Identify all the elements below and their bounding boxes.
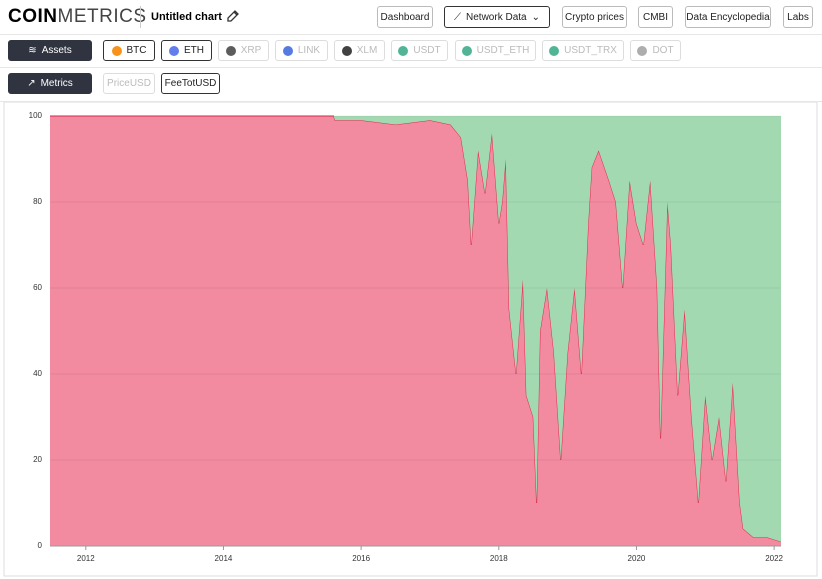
logo-bold: COIN xyxy=(8,6,58,27)
nav-button[interactable]: CMBI xyxy=(638,6,673,28)
asset-chip-label: BTC xyxy=(126,45,147,56)
asset-icon xyxy=(341,45,352,56)
nav-button[interactable]: ⟋ Network Data ⌄ xyxy=(444,6,550,28)
metric-chip-label: FeeTotUSD xyxy=(164,78,217,89)
asset-chip[interactable]: LINK xyxy=(275,40,328,61)
nav-button[interactable]: Labs xyxy=(783,6,813,28)
asset-chip-label: LINK xyxy=(297,45,321,56)
metric-chip-label: PriceUSD xyxy=(107,78,151,89)
asset-icon xyxy=(549,45,560,56)
nav-icon: ⟋ xyxy=(454,11,462,23)
nav-button-label: Dashboard xyxy=(380,11,430,23)
asset-icon xyxy=(282,45,293,56)
asset-chip-label: ETH xyxy=(184,45,204,56)
asset-chip-label: XRP xyxy=(240,45,262,56)
asset-chip[interactable]: XLM xyxy=(334,40,385,61)
y-tick-label: 80 xyxy=(33,197,42,206)
y-tick-label: 0 xyxy=(38,541,43,550)
asset-icon xyxy=(398,45,409,56)
asset-chip-label: XLM xyxy=(356,45,378,56)
asset-chip[interactable]: BTC xyxy=(103,40,155,61)
asset-chip[interactable]: USDT_TRX xyxy=(542,40,624,61)
separator xyxy=(0,67,822,68)
nav-button[interactable]: Crypto prices xyxy=(562,6,627,28)
asset-chip-label: USDT xyxy=(413,45,441,56)
asset-icon xyxy=(169,45,179,56)
asset-chip[interactable]: ETH xyxy=(161,40,212,61)
asset-icon xyxy=(111,45,122,56)
nav-button-label: Crypto prices xyxy=(565,11,624,23)
chart-name[interactable]: Untitled chart xyxy=(151,11,222,23)
logo-light: METRICS xyxy=(57,6,147,27)
metric-chip[interactable]: FeeTotUSD xyxy=(161,73,220,94)
divider xyxy=(140,6,141,28)
y-tick-label: 40 xyxy=(33,369,42,378)
x-tick-label: 2018 xyxy=(490,554,508,563)
asset-icon xyxy=(461,45,472,56)
nav-button-label: CMBI xyxy=(643,11,668,23)
asset-icon xyxy=(637,45,648,56)
nav-button[interactable]: Data Encyclopedia xyxy=(685,6,771,28)
logo[interactable]: COINMETRICS xyxy=(8,6,147,28)
dropdown-caret: ⌄ xyxy=(531,11,540,23)
nav-button[interactable]: Dashboard xyxy=(377,6,433,28)
asset-chip[interactable]: USDT xyxy=(391,40,448,61)
x-tick-label: 2012 xyxy=(77,554,95,563)
x-tick-label: 2020 xyxy=(628,554,646,563)
x-tick-label: 2014 xyxy=(215,554,233,563)
chart: 0 20 40 60 80 100 2012 2014 2016 2018 2020 2022 xyxy=(3,102,818,577)
assets-button[interactable]: ≋ Assets xyxy=(8,40,92,61)
separator xyxy=(0,34,822,35)
nav-button-label: Network Data xyxy=(466,11,527,23)
x-tick-label: 2022 xyxy=(765,554,783,563)
nav-button-label: Data Encyclopedia xyxy=(686,11,770,23)
asset-chip-label: USDT_TRX xyxy=(564,45,617,56)
asset-icon xyxy=(225,45,236,56)
y-tick-label: 60 xyxy=(33,283,42,292)
asset-chip[interactable]: XRP xyxy=(218,40,269,61)
y-tick-label: 20 xyxy=(33,455,42,464)
metric-chip[interactable]: PriceUSD xyxy=(103,73,155,94)
asset-chip[interactable]: DOT xyxy=(630,40,681,61)
edit-icon[interactable] xyxy=(226,9,240,23)
metrics-button[interactable]: ↗ Metrics xyxy=(8,73,92,94)
nav-button-label: Labs xyxy=(787,11,809,23)
area xyxy=(50,116,781,546)
asset-chip[interactable]: USDT_ETH xyxy=(455,40,536,61)
area xyxy=(50,116,781,542)
asset-chip-label: DOT xyxy=(652,45,674,56)
asset-chip-label: USDT_ETH xyxy=(476,45,530,56)
y-tick-label: 100 xyxy=(29,111,43,120)
x-tick-label: 2016 xyxy=(352,554,370,563)
chart-frame xyxy=(3,102,818,577)
